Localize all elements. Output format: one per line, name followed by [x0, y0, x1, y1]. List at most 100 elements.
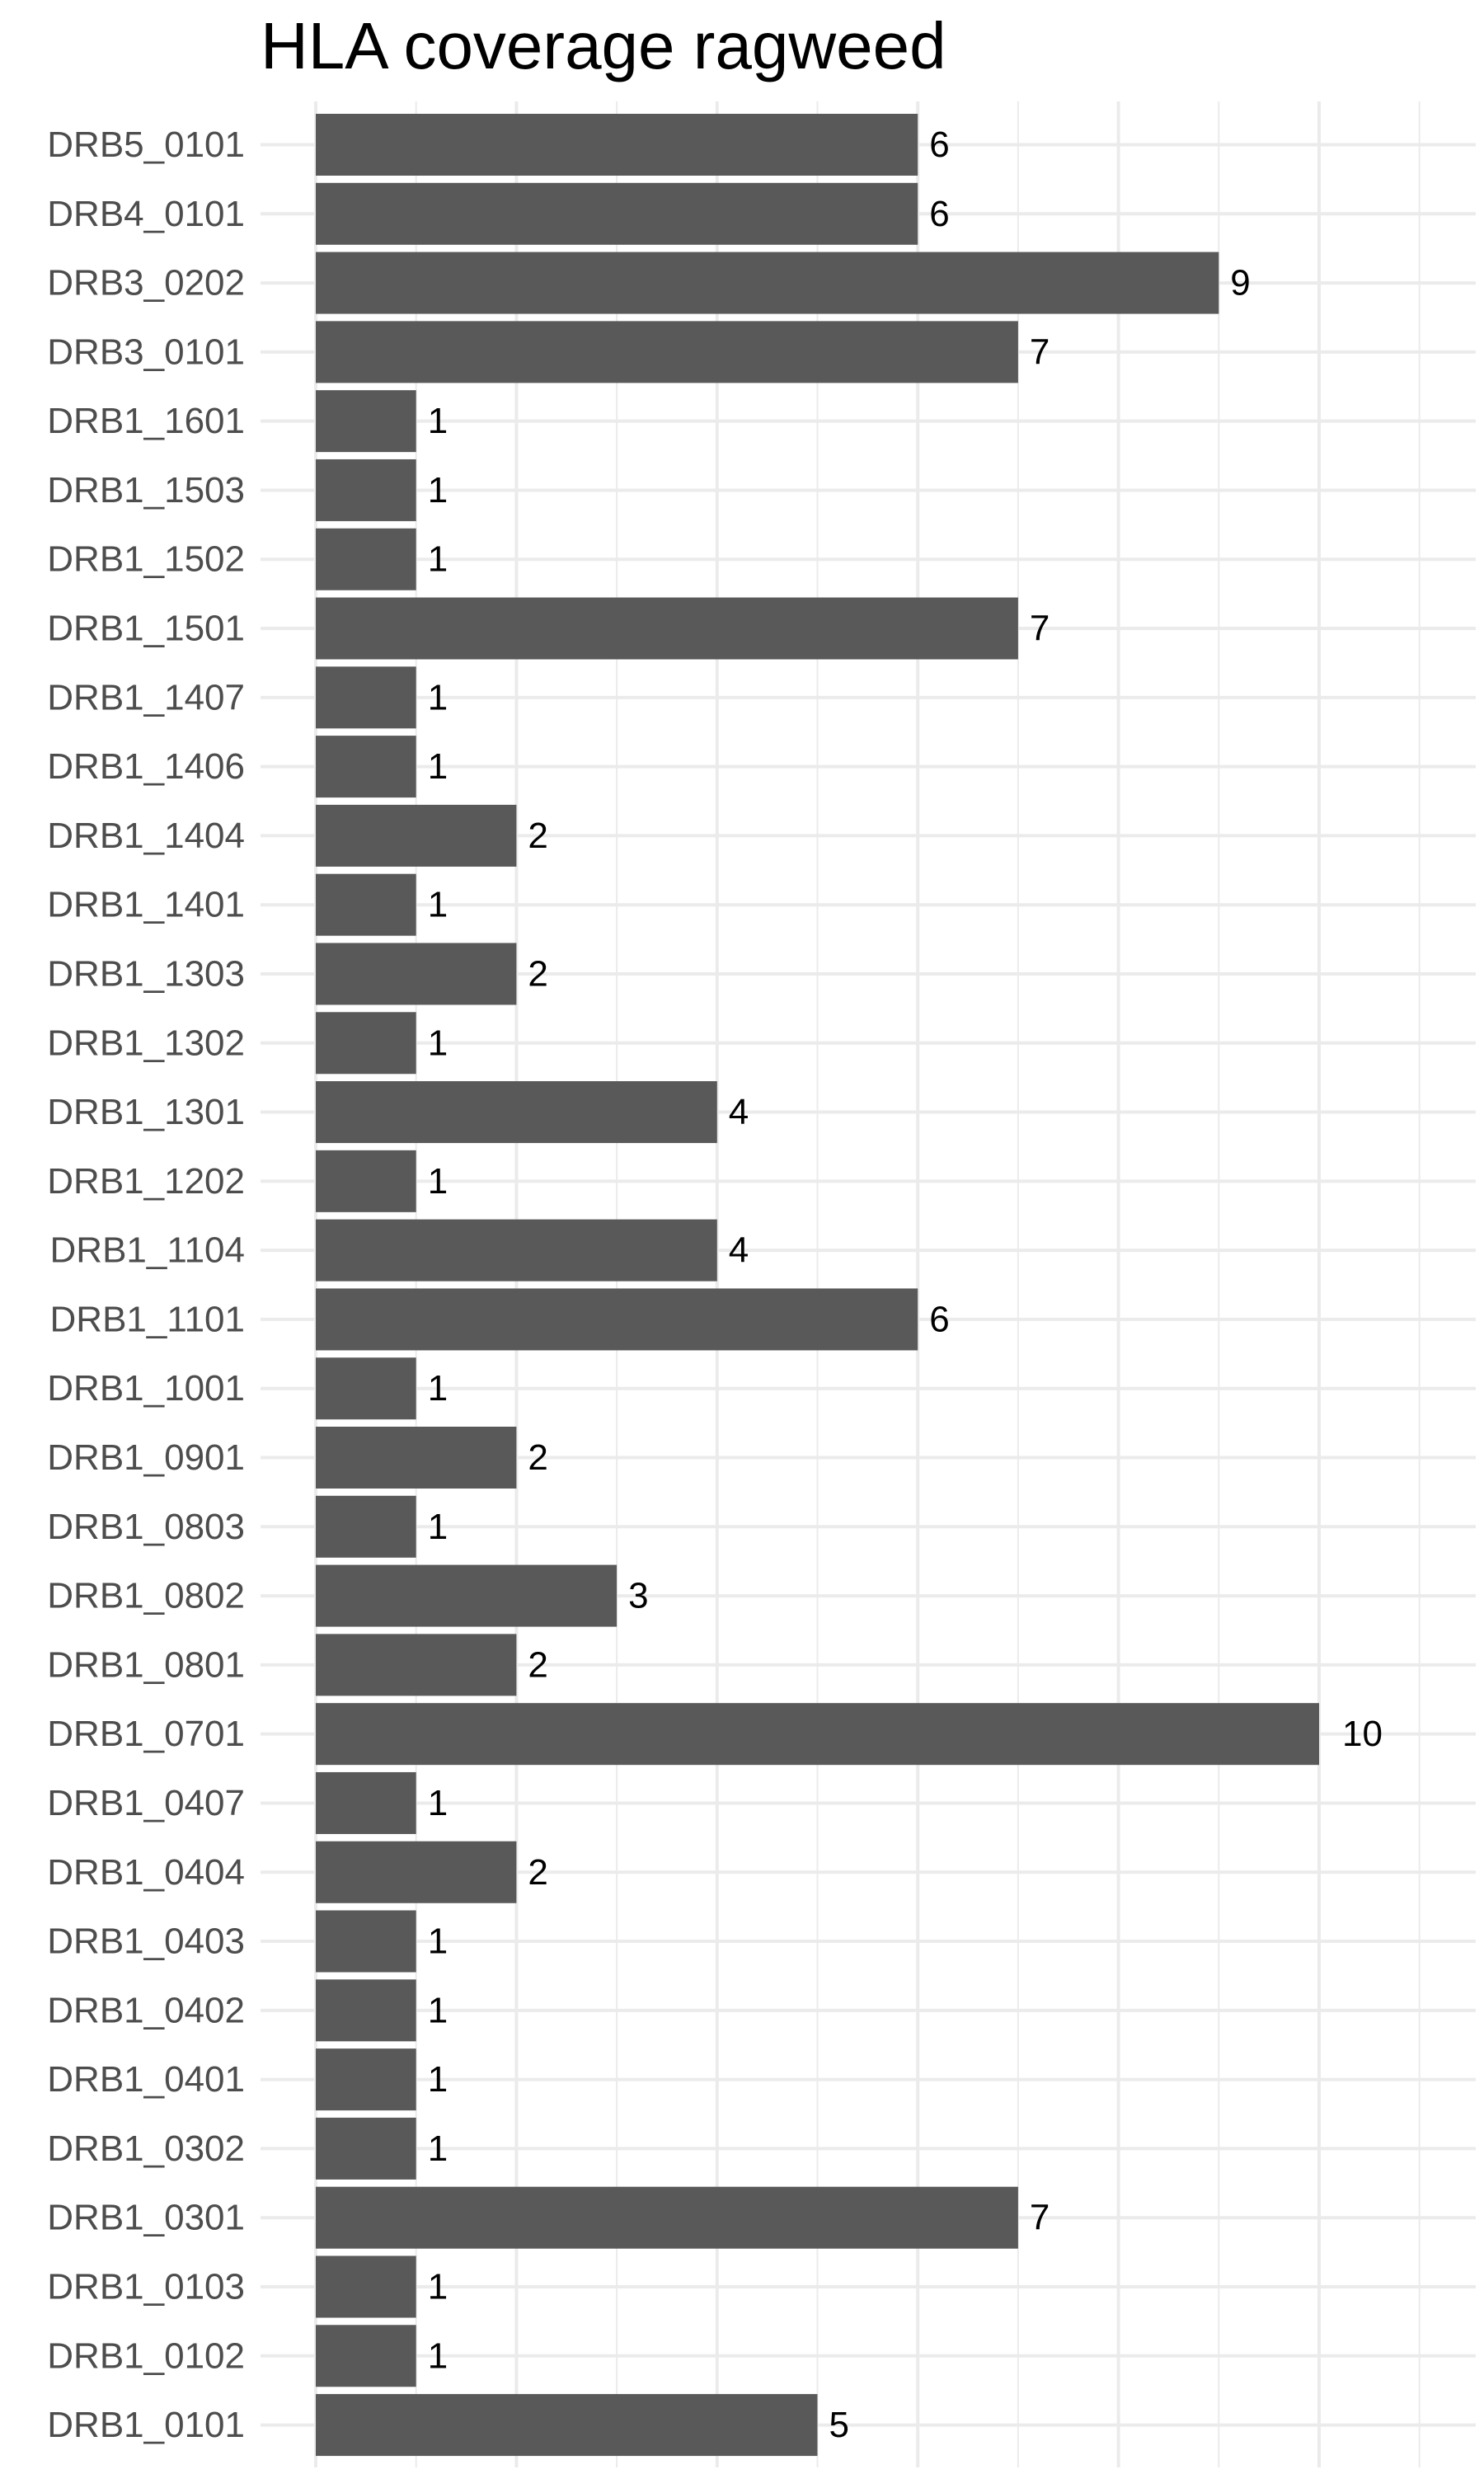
bar-value-label: 2: [528, 1852, 547, 1893]
y-tick-label: DRB1_0301: [47, 2198, 245, 2238]
bar: [316, 1288, 918, 1351]
y-tick-label: DRB5_0101: [47, 125, 245, 165]
bar: [316, 1910, 416, 1973]
bar: [316, 1841, 517, 1903]
bar-value-label: 2: [528, 1437, 547, 1478]
bar: [316, 321, 1018, 383]
bar: [316, 1495, 416, 1558]
y-tick-label: DRB1_1104: [50, 1230, 245, 1271]
bar: [316, 1771, 416, 1834]
bar-value-label: 1: [428, 539, 448, 580]
bar-value-label: 9: [1230, 263, 1250, 303]
bar: [316, 736, 416, 798]
y-tick-label: DRB1_0403: [47, 1921, 245, 1962]
y-tick-label: DRB1_0404: [47, 1852, 245, 1893]
bar-value-label: 7: [1030, 609, 1050, 649]
bar-value-label: 2: [528, 953, 547, 994]
bar-value-label: 2: [528, 816, 547, 856]
labels: DRB5_0101 6 DRB4_0101 6 DRB3_0202 9 DRB3_0101 7…: [47, 125, 1383, 2445]
bar: [316, 390, 416, 453]
bar-value-label: 1: [428, 470, 448, 510]
bar: [316, 597, 1018, 660]
bar: [316, 2186, 1018, 2249]
bar: [316, 1219, 717, 1282]
y-tick-label: DRB1_1503: [47, 470, 245, 510]
bar: [316, 1979, 416, 2042]
bar-value-label: 1: [428, 2128, 448, 2169]
bar: [316, 252, 1219, 314]
chart-title: HLA coverage ragweed: [261, 9, 946, 82]
bar-value-label: 1: [428, 2059, 448, 2100]
y-tick-label: DRB1_1302: [47, 1023, 245, 1063]
bar: [316, 1012, 416, 1075]
y-tick-label: DRB1_1406: [47, 746, 245, 787]
bar-value-label: 4: [729, 1230, 749, 1271]
y-tick-label: DRB1_1401: [47, 885, 245, 925]
bar-value-label: 1: [428, 2266, 448, 2307]
bar-value-label: 6: [929, 125, 949, 165]
y-tick-label: DRB1_0402: [47, 1990, 245, 2030]
y-tick-label: DRB1_1001: [47, 1368, 245, 1409]
bar-value-label: 5: [829, 2405, 849, 2445]
bar: [316, 804, 517, 867]
y-tick-label: DRB1_0801: [47, 1644, 245, 1685]
bars: [316, 114, 1319, 2457]
bar: [316, 114, 918, 176]
bar-value-label: 6: [929, 194, 949, 234]
bar: [316, 1427, 517, 1489]
y-tick-label: DRB1_1404: [47, 816, 245, 856]
bar-value-label: 1: [428, 401, 448, 441]
bar: [316, 2255, 416, 2318]
bar: [316, 666, 416, 729]
bar: [316, 2394, 818, 2457]
bar: [316, 1703, 1319, 1766]
bar: [316, 1564, 618, 1627]
y-tick-label: DRB1_0103: [47, 2266, 245, 2307]
bar-value-label: 1: [428, 1783, 448, 1823]
bar: [316, 2048, 416, 2111]
y-tick-label: DRB1_0901: [47, 1437, 245, 1478]
y-tick-label: DRB3_0101: [47, 332, 245, 372]
bar: [316, 873, 416, 936]
y-tick-label: DRB1_1601: [47, 401, 245, 441]
bar: [316, 1081, 717, 1144]
y-tick-label: DRB1_0401: [47, 2059, 245, 2100]
bar: [316, 1357, 416, 1420]
bar-value-label: 1: [428, 2335, 448, 2376]
y-tick-label: DRB1_0701: [47, 1714, 245, 1754]
bar-value-label: 1: [428, 1507, 448, 1547]
bar: [316, 1634, 517, 1696]
y-tick-label: DRB3_0202: [47, 263, 245, 303]
bar: [316, 459, 416, 521]
bar: [316, 182, 918, 245]
bar-value-label: 1: [428, 1023, 448, 1063]
y-tick-label: DRB1_0802: [47, 1576, 245, 1616]
bar-value-label: 1: [428, 677, 448, 717]
bar-value-label: 7: [1030, 332, 1050, 372]
bar: [316, 2117, 416, 2180]
y-tick-label: DRB1_1502: [47, 539, 245, 580]
y-tick-label: DRB1_1407: [47, 677, 245, 717]
y-tick-label: DRB1_1202: [47, 1161, 245, 1202]
bar-value-label: 4: [729, 1092, 749, 1132]
y-tick-label: DRB1_1301: [47, 1092, 245, 1132]
y-tick-label: DRB1_0803: [47, 1507, 245, 1547]
bar-value-label: 6: [929, 1299, 949, 1339]
bar: [316, 1150, 416, 1212]
y-tick-label: DRB1_0101: [47, 2405, 245, 2445]
bar-value-label: 3: [628, 1576, 648, 1616]
bar-value-label: 1: [428, 1990, 448, 2030]
y-tick-label: DRB1_0407: [47, 1783, 245, 1823]
bar-value-label: 1: [428, 885, 448, 925]
bar: [316, 528, 416, 590]
y-tick-label: DRB1_1501: [47, 609, 245, 649]
y-tick-label: DRB4_0101: [47, 194, 245, 234]
bar-value-label: 1: [428, 1161, 448, 1202]
y-tick-label: DRB1_0302: [47, 2128, 245, 2169]
bar: [316, 2325, 416, 2387]
bar-value-label: 1: [428, 1921, 448, 1962]
bar-value-label: 10: [1342, 1714, 1383, 1754]
bar-value-label: 1: [428, 1368, 448, 1409]
